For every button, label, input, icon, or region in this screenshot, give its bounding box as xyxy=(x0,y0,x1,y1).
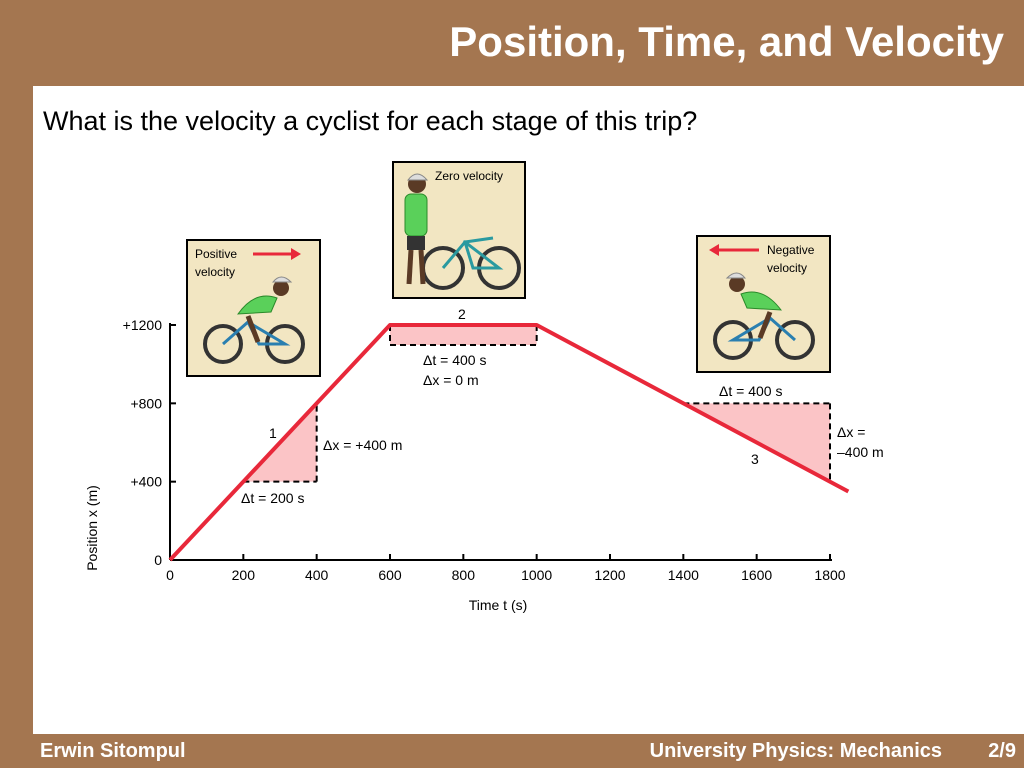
slide-title: Position, Time, and Velocity xyxy=(449,18,1004,65)
page-number: 2/9 xyxy=(988,740,1016,762)
negative-velocity-label-line2: velocity xyxy=(767,261,807,275)
x-tick-label: 1400 xyxy=(668,567,699,583)
positive-velocity-label-line1: Positive xyxy=(195,247,237,261)
left-arrow-icon xyxy=(709,244,759,256)
stage2-shaded-area xyxy=(390,325,537,345)
y-tick-label: +800 xyxy=(130,395,162,411)
stage2-label: 2 xyxy=(458,306,466,322)
stage3-dx-label-line2: –400 m xyxy=(837,444,884,460)
y-tick-label: +400 xyxy=(130,474,162,490)
stage3-dt-label: Δt = 400 s xyxy=(719,383,782,399)
stage3-label: 3 xyxy=(751,451,759,467)
x-tick-label: 1000 xyxy=(521,567,552,583)
negative-velocity-label-line1: Negative xyxy=(767,243,815,257)
y-tick-label: 0 xyxy=(154,552,162,568)
x-tick-label: 200 xyxy=(232,567,256,583)
slide-content: What is the velocity a cyclist for each … xyxy=(33,86,1024,734)
x-tick-label: 1800 xyxy=(814,567,845,583)
zero-velocity-label: Zero velocity xyxy=(435,169,503,183)
positive-velocity-label-line2: velocity xyxy=(195,265,235,279)
negative-velocity-panel: Negative velocity xyxy=(696,235,831,373)
x-tick-label: 1600 xyxy=(741,567,772,583)
x-axis-label: Time t (s) xyxy=(469,597,528,613)
footer-author: Erwin Sitompul xyxy=(40,740,186,762)
footer-course: University Physics: Mechanics xyxy=(649,740,942,762)
position-time-chart: 0 200 400 600 800 1000 1200 1400 1600 1800 0 +400 +8… xyxy=(84,161,884,613)
cyclist-riding-icon xyxy=(203,276,305,364)
cyclist-riding-left-icon xyxy=(713,272,815,360)
axis-tick-labels: 0 200 400 600 800 1000 1200 1400 1600 1800 0 +400 +8… xyxy=(123,317,846,583)
x-tick-label: 400 xyxy=(305,567,329,583)
x-tick-label: 1200 xyxy=(594,567,625,583)
question-text: What is the velocity a cyclist for each … xyxy=(43,106,698,136)
y-axis-label: Position x (m) xyxy=(84,485,100,571)
positive-velocity-panel: Positive velocity xyxy=(186,239,321,377)
axis-ticks xyxy=(169,324,831,561)
x-tick-label: 0 xyxy=(166,567,174,583)
stage2-dt-label: Δt = 400 s xyxy=(423,352,486,368)
stage1-label: 1 xyxy=(269,425,277,441)
stage1-dx-label: Δx = +400 m xyxy=(323,437,402,453)
y-tick-label: +1200 xyxy=(123,317,163,333)
x-tick-label: 800 xyxy=(452,567,476,583)
zero-velocity-panel: Zero velocity xyxy=(392,161,526,299)
stage3-dx-label-line1: Δx = xyxy=(837,424,865,440)
stage2-dx-label: Δx = 0 m xyxy=(423,372,479,388)
cyclist-standing-icon xyxy=(404,173,521,290)
right-arrow-icon xyxy=(253,248,301,260)
dashed-guides xyxy=(243,325,831,483)
x-tick-label: 600 xyxy=(378,567,402,583)
stage1-dt-label: Δt = 200 s xyxy=(241,490,304,506)
position-line xyxy=(168,323,850,562)
